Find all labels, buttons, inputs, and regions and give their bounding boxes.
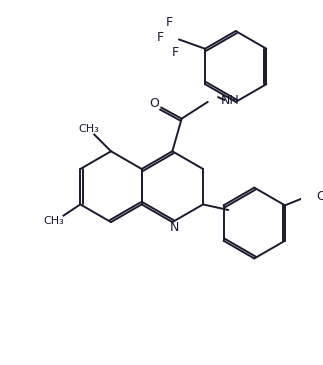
Text: F: F xyxy=(172,46,179,59)
Text: O: O xyxy=(317,189,323,203)
Text: CH₃: CH₃ xyxy=(44,216,65,226)
Text: NH: NH xyxy=(221,93,240,107)
Text: O: O xyxy=(149,97,159,110)
Text: F: F xyxy=(157,31,164,44)
Text: F: F xyxy=(166,16,173,29)
Text: N: N xyxy=(170,221,179,234)
Text: CH₃: CH₃ xyxy=(78,124,99,134)
